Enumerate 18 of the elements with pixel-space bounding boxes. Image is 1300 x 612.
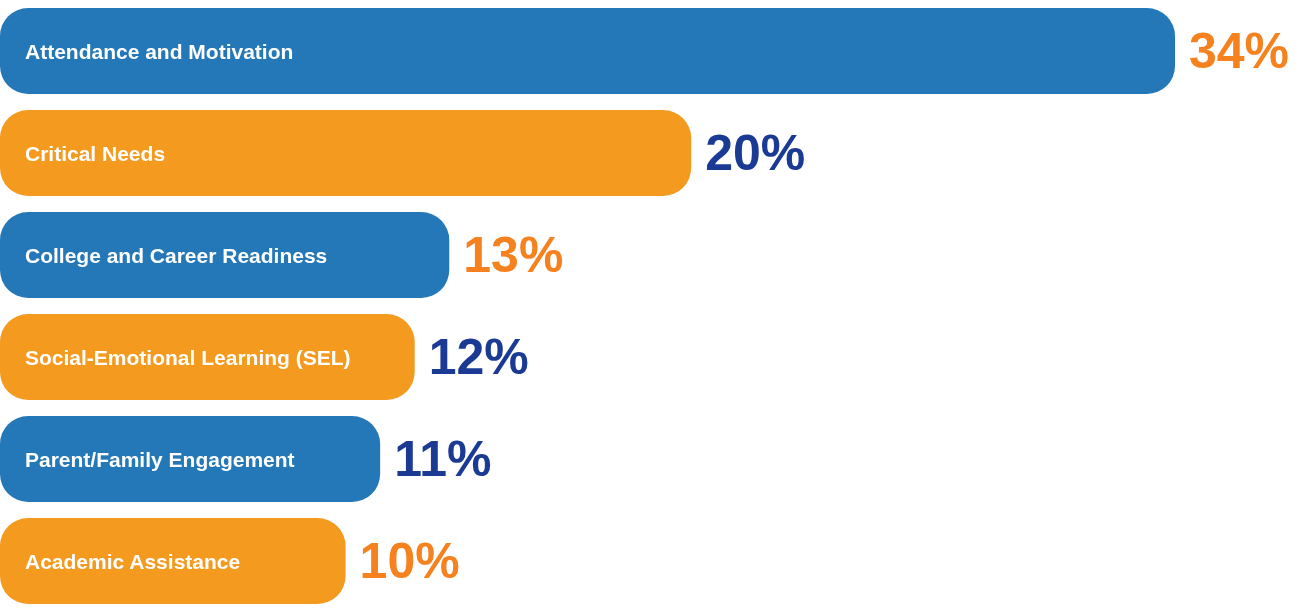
data-label: 34%	[1189, 23, 1290, 79]
bar	[0, 8, 1175, 94]
bar	[0, 314, 415, 400]
data-label: 13%	[463, 227, 564, 283]
data-label: 11%	[394, 431, 492, 487]
data-label: 12%	[428, 329, 529, 385]
y-tick-label: Parent/Family Engagement	[25, 447, 295, 471]
y-tick-label: Academic Assistance	[25, 549, 241, 573]
y-tick-label: Attendance and Motivation	[25, 39, 294, 63]
data-label: 10%	[359, 533, 460, 589]
y-tick-label: Critical Needs	[25, 141, 166, 165]
bar	[0, 110, 692, 196]
y-tick-label: Social-Emotional Learning (SEL)	[25, 345, 351, 369]
y-tick-label: College and Career Readiness	[25, 243, 328, 267]
bar	[0, 416, 381, 502]
bar	[0, 212, 450, 298]
bar	[0, 518, 346, 604]
data-label: 20%	[705, 125, 806, 181]
